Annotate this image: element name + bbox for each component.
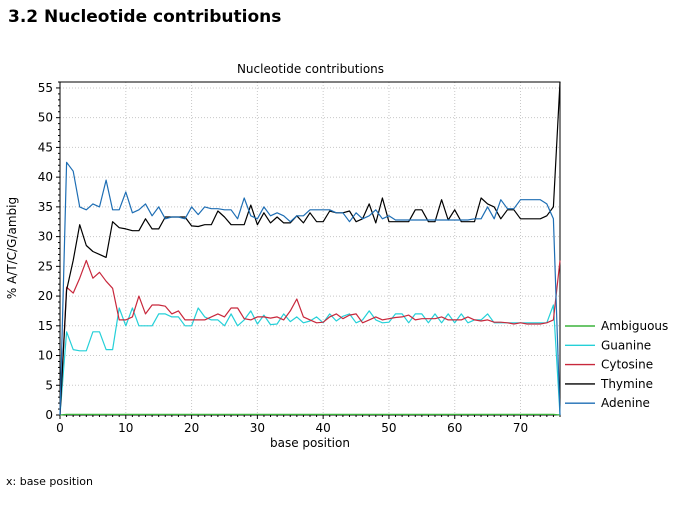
y-tick-label: 5	[45, 378, 53, 392]
x-tick-label: 10	[118, 421, 133, 435]
x-axis-label: base position	[270, 436, 350, 450]
x-tick-label: 40	[316, 421, 331, 435]
series-line-thymine	[59, 81, 561, 416]
series-line-ambiguous	[59, 413, 561, 416]
x-tick-label: 30	[250, 421, 265, 435]
y-tick-label: 45	[38, 140, 53, 154]
legend-label-guanine: Guanine	[601, 338, 651, 352]
x-tick-label: 50	[381, 421, 396, 435]
series-line-adenine	[59, 161, 561, 416]
chart-legend: Ambiguous Guanine Cytosine Thymine Adenine	[565, 319, 668, 410]
plot-frame	[59, 81, 561, 416]
series-line-cytosine	[59, 259, 561, 416]
y-tick-label: 40	[38, 170, 53, 184]
section-heading: 3.2 Nucleotide contributions	[8, 7, 282, 27]
x-tick-label: 60	[447, 421, 462, 435]
y-tick-label: 15	[38, 319, 53, 333]
chart-axes: 0 5 10 15 20 25 30 35 40 45 50 55 0 10 20 30 40 50 60 70	[38, 81, 561, 435]
x-tick-label: 70	[513, 421, 528, 435]
y-tick-label: 10	[38, 349, 53, 363]
footnote: x: base position	[6, 475, 94, 488]
y-tick-label: 50	[38, 111, 53, 125]
y-tick-label: 0	[45, 408, 53, 422]
y-axis-label: % A/T/C/G/ambig	[5, 197, 19, 299]
chart-grid	[60, 82, 560, 415]
y-tick-label: 55	[38, 81, 53, 95]
y-tick-label: 20	[38, 289, 53, 303]
y-tick-label: 25	[38, 259, 53, 273]
y-tick-label: 30	[38, 230, 53, 244]
series-line-guanine	[59, 304, 561, 416]
legend-label-adenine: Adenine	[601, 396, 650, 410]
chart-title: Nucleotide contributions	[237, 62, 384, 76]
chart-series	[59, 81, 561, 416]
x-tick-label: 0	[56, 421, 64, 435]
legend-label-thymine: Thymine	[600, 377, 653, 391]
legend-label-cytosine: Cytosine	[601, 358, 653, 372]
x-tick-label: 20	[184, 421, 199, 435]
legend-label-ambiguous: Ambiguous	[601, 319, 668, 333]
y-tick-label: 35	[38, 200, 53, 214]
